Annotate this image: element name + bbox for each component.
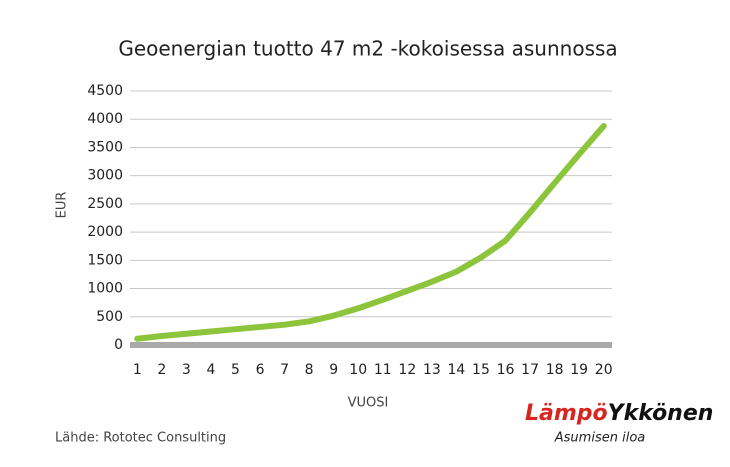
y-tick-label: 2000 [87, 224, 123, 240]
chart-title: Geoenergian tuotto 47 m2 -kokoisessa asu… [118, 37, 617, 61]
x-tick-label: 18 [546, 362, 564, 378]
logo-part: Ykkönen [608, 401, 714, 426]
source: Lähde: Rototec Consulting [55, 431, 226, 446]
y-tick-label: 1000 [87, 281, 123, 297]
y-tick-label: 1500 [87, 252, 123, 268]
x-tick-label: 20 [595, 362, 613, 378]
x-tick-label: 7 [280, 362, 289, 378]
x-tick-label: 1 [133, 362, 142, 378]
baseline [130, 342, 612, 348]
y-tick-label: 500 [96, 309, 123, 325]
logo-part: Lämpö [525, 401, 608, 426]
y-tick-label: 3500 [87, 139, 123, 155]
x-axis-label: VUOSI [348, 396, 389, 411]
logo: LämpöYkkönen [525, 401, 713, 426]
y-tick-label: 0 [114, 337, 123, 353]
x-tick-label: 9 [329, 362, 338, 378]
y-axis-label: EUR [55, 192, 70, 219]
x-tick-label: 10 [349, 362, 367, 378]
x-tick-label: 8 [305, 362, 314, 378]
x-tick-label: 2 [157, 362, 166, 378]
x-tick-label: 5 [231, 362, 240, 378]
y-tick-label: 4000 [87, 111, 123, 127]
x-tick-label: 3 [182, 362, 191, 378]
logo-tagline: Asumisen iloa [554, 431, 646, 446]
y-tick-label: 4500 [87, 83, 123, 99]
x-tick-label: 14 [448, 362, 466, 378]
line [134, 122, 607, 342]
x-tick-label: 17 [521, 362, 539, 378]
x-tick-label: 11 [374, 362, 392, 378]
x-tick-label: 12 [398, 362, 416, 378]
x-tick-label: 19 [570, 362, 588, 378]
y-tick-label: 3000 [87, 168, 123, 184]
y-tick-label: 2500 [87, 196, 123, 212]
x-tick-label: 13 [423, 362, 441, 378]
x-tick-label: 15 [472, 362, 490, 378]
x-tick-label: 6 [256, 362, 265, 378]
x-tick-label: 16 [497, 362, 515, 378]
x-tick-label: 4 [206, 362, 215, 378]
